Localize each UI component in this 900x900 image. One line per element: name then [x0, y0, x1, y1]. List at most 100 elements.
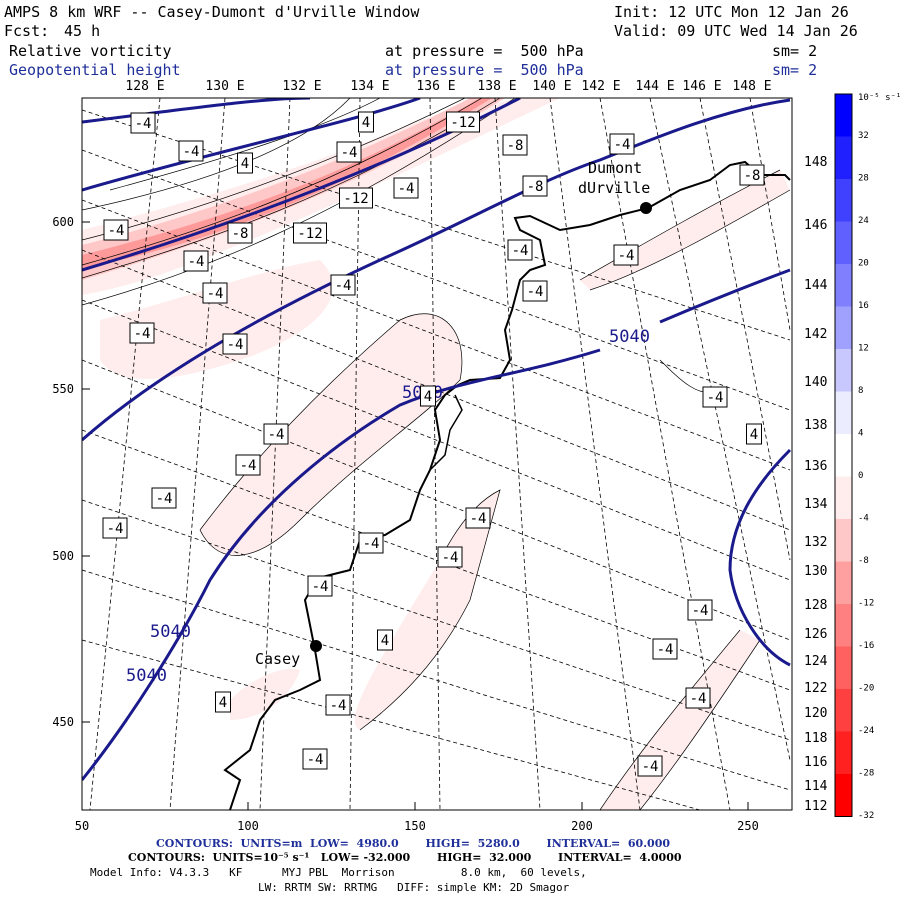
vorticity-label: -4	[442, 550, 459, 566]
vorticity-label-box	[302, 748, 328, 770]
vorticity-label-box	[102, 517, 128, 539]
vorticity-label-box	[325, 694, 351, 716]
valid-time: Valid: 09 UTC Wed 14 Jan 26	[614, 22, 858, 40]
colorbar-label: -24	[858, 726, 874, 736]
vorticity-label: -4	[335, 278, 352, 294]
vorticity-label: -4	[692, 603, 709, 619]
field1-smoothing: sm= 2	[772, 42, 818, 60]
colorbar-unit: 10⁻⁵ s⁻¹	[858, 93, 900, 103]
vorticity-label: -4	[135, 116, 152, 132]
vorticity-label: -8	[527, 179, 544, 195]
vorticity-label: -4	[207, 286, 224, 302]
field2-name: Geopotential height	[9, 61, 181, 79]
lon-label-right: 128 E	[804, 598, 843, 613]
vorticity-label-box	[330, 274, 356, 296]
colorbar-label: 32	[858, 131, 869, 141]
colorbar-swatch	[835, 434, 852, 477]
colorbar-label: 28	[858, 174, 869, 184]
vorticity-label-box	[307, 575, 333, 597]
vorticity-label: -4	[398, 181, 415, 197]
vorticity-label: -4	[330, 698, 347, 714]
vorticity-label-box	[222, 333, 248, 355]
vorticity-label: -8	[232, 226, 249, 242]
colorbar-swatch	[835, 476, 852, 519]
vorticity-contour-info: CONTOURS: UNITS=10⁻⁵ s⁻¹ LOW= -32.000 HI…	[128, 851, 682, 864]
colorbar-swatch	[835, 774, 852, 817]
vorticity-label-box	[746, 423, 762, 445]
vorticity-label-box	[465, 507, 491, 529]
vorticity-label: -4	[107, 521, 124, 537]
vorticity-label-box	[129, 322, 155, 344]
vorticity-label: 4	[424, 389, 432, 405]
vorticity-label: -4	[470, 511, 487, 527]
colorbar-label: -28	[858, 769, 874, 779]
vorticity-label: -4	[268, 427, 285, 443]
vorticity-label: -4	[227, 337, 244, 353]
vorticity-label: -4	[512, 243, 529, 259]
vorticity-label-box	[178, 140, 204, 162]
lon-label-right: 116 E	[804, 755, 843, 770]
vorticity-label-box	[437, 546, 463, 568]
vorticity-label: -4	[618, 248, 635, 264]
lon-label-right: 148 E	[804, 155, 843, 170]
vorticity-label-box	[702, 386, 728, 408]
height-contour-info: CONTOURS: UNITS=m LOW= 4980.0 HIGH= 5280…	[156, 837, 670, 850]
colorbar-swatch	[835, 264, 852, 307]
colorbar-label: -12	[858, 599, 874, 609]
vorticity-label-box	[235, 454, 261, 476]
place-name: dUrville	[578, 179, 650, 197]
init-time: Init: 12 UTC Mon 12 Jan 26	[614, 3, 849, 21]
colorbar: 10⁻⁵ s⁻¹ 32 28 24 20 16 12 8 4 0 -4 -8 -12 -16 -20 -24 -…	[834, 93, 900, 821]
vorticity-label-box	[446, 111, 480, 133]
y-tick-label: 550	[52, 382, 74, 396]
colorbar-label: -8	[858, 556, 869, 566]
lon-label: 142 E	[581, 79, 620, 94]
colorbar-label: -20	[858, 684, 874, 694]
vorticity-label-box	[358, 111, 374, 133]
vorticity-label: -4	[657, 642, 674, 658]
x-tick-label: 100	[237, 819, 259, 833]
vorticity-label: -4	[307, 752, 324, 768]
vorticity-label: -4	[341, 145, 358, 161]
map-labels: 128 E 130 E 132 E 134 E 136 E 138 E 140 E 142 E…	[52, 79, 843, 833]
lon-label-right: 120 E	[804, 706, 843, 721]
vorticity-label: 4	[750, 427, 758, 443]
vorticity-shading-band	[354, 490, 500, 730]
x-tick-label: 50	[75, 819, 89, 833]
height-contour-label: 5040	[150, 622, 191, 642]
colorbar-label: 24	[858, 216, 869, 226]
vorticity-label-box	[685, 687, 711, 709]
vorticity-shading-band	[100, 260, 333, 379]
vorticity-label-box	[130, 112, 156, 134]
colorbar-label: 20	[858, 259, 869, 269]
lon-label: 148 E	[732, 79, 771, 94]
forecast-label: Fcst:	[4, 22, 50, 40]
height-contour-label: 5040	[126, 666, 167, 686]
coastline-inlet	[429, 394, 463, 471]
vorticity-label: 4	[381, 633, 389, 649]
plot-title: AMPS 8 km WRF -- Casey-Dumont d'Urville …	[4, 3, 420, 21]
dumont-durville-station-marker	[640, 202, 652, 214]
vorticity-label-box	[202, 282, 228, 304]
vorticity-label-box	[522, 280, 548, 302]
vorticity-label-box	[613, 244, 639, 266]
lon-label: 138 E	[477, 79, 516, 94]
colorbar-swatch	[835, 519, 852, 562]
vorticity-label: 4	[362, 115, 370, 131]
casey-station-marker	[310, 640, 322, 652]
lon-label: 130 E	[205, 79, 244, 94]
y-tick-label: 600	[52, 215, 74, 229]
field2-level: at pressure = 500 hPa	[385, 61, 584, 79]
vorticity-label: 4	[241, 156, 249, 172]
vorticity-label-box	[637, 755, 663, 777]
axis-ticks	[82, 221, 749, 810]
colorbar-swatch	[835, 349, 852, 392]
plot-frame	[81, 97, 793, 811]
vorticity-label-box	[739, 164, 765, 186]
vorticity-label-box	[377, 629, 393, 651]
colorbar-swatch	[835, 604, 852, 647]
forecast-hours: 45 h	[64, 22, 101, 40]
vorticity-label-box	[215, 691, 231, 713]
vorticity-label: -4	[527, 284, 544, 300]
